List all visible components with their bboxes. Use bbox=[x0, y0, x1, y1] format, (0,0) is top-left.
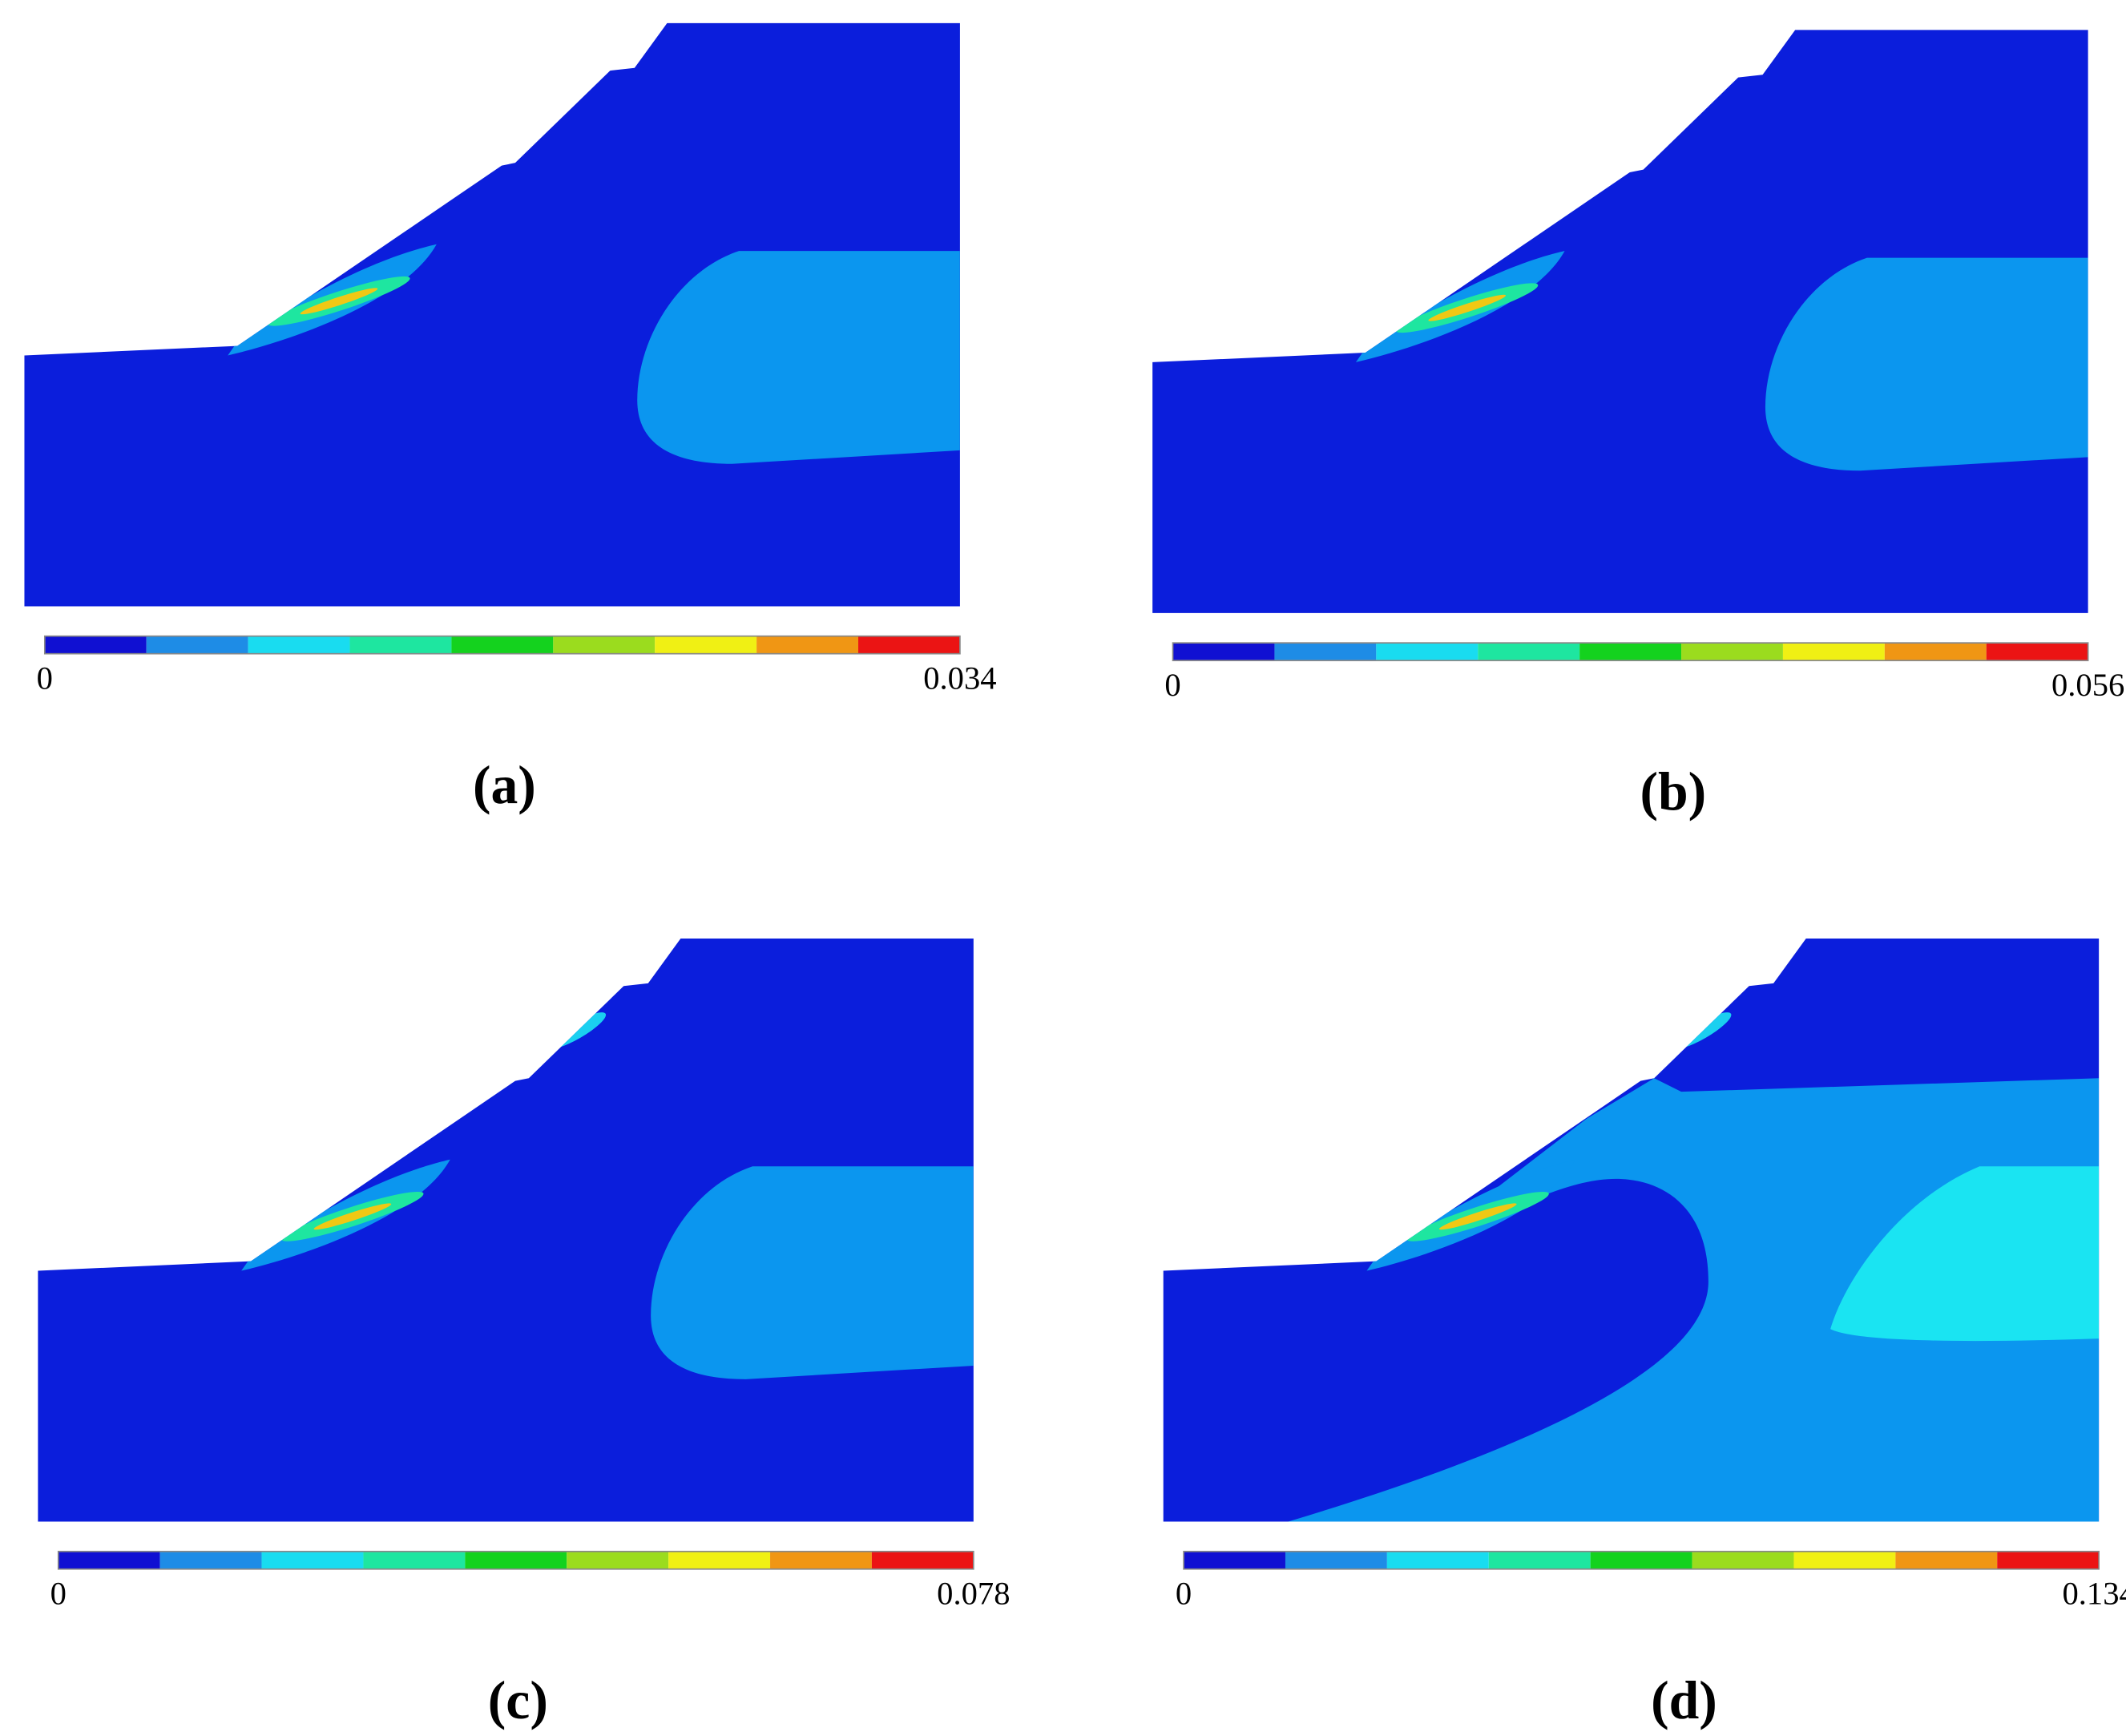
shear-band-peak bbox=[300, 288, 378, 315]
colorbar-frame bbox=[1172, 642, 2089, 661]
colorbar-max: 0.034 bbox=[923, 660, 996, 696]
colorbar-segment bbox=[655, 636, 757, 654]
colorbar-segment bbox=[1681, 643, 1783, 661]
colorbar-segment bbox=[770, 1551, 872, 1569]
colorbar-segment bbox=[871, 1551, 974, 1569]
contours bbox=[1355, 251, 2088, 471]
strain-zone bbox=[1830, 1166, 2100, 1342]
colorbar-min: 0 bbox=[37, 660, 53, 696]
colorbar-segment bbox=[1986, 643, 2088, 661]
colorbar-segment bbox=[858, 636, 960, 654]
panel: 0 0.078 (c) bbox=[38, 938, 1011, 1730]
shear-band-peak bbox=[1438, 1203, 1517, 1230]
colorbar-segment bbox=[1172, 643, 1275, 661]
colorbar-segment bbox=[1884, 643, 1987, 661]
panel-label: (d) bbox=[1651, 1670, 1717, 1730]
colorbar-segment bbox=[1793, 1551, 1896, 1569]
colorbar-segment bbox=[248, 636, 350, 654]
strain-zone bbox=[637, 251, 960, 464]
colorbar-segment bbox=[1285, 1551, 1387, 1569]
colorbar-segment bbox=[1579, 643, 1682, 661]
colorbar-min: 0 bbox=[1164, 667, 1180, 703]
colorbar-segment bbox=[363, 1551, 466, 1569]
panel: 0 0.056 (b) bbox=[1152, 30, 2124, 822]
colorbar-segment bbox=[146, 636, 248, 654]
colorbar-min: 0 bbox=[50, 1576, 67, 1612]
colorbar-max: 0.056 bbox=[2051, 667, 2124, 703]
colorbar-segment bbox=[1184, 1551, 1285, 1569]
strain-zone bbox=[651, 1166, 974, 1379]
panel: 0 0.134 (d) bbox=[1163, 938, 2126, 1730]
contours bbox=[228, 244, 960, 464]
shear-band-peak bbox=[313, 1203, 392, 1230]
colorbar-segment bbox=[756, 636, 859, 654]
colorbar-segment bbox=[1782, 643, 1885, 661]
colorbar-segment bbox=[58, 1551, 160, 1569]
colorbar-segment bbox=[553, 636, 656, 654]
colorbar-segment bbox=[668, 1551, 771, 1569]
colorbar-segment bbox=[1590, 1551, 1692, 1569]
colorbar-segment bbox=[1386, 1551, 1489, 1569]
strain-zone bbox=[1765, 257, 2088, 471]
colorbar-max: 0.078 bbox=[937, 1576, 1010, 1612]
colorbar-frame bbox=[57, 1550, 974, 1570]
colorbar-min: 0 bbox=[1176, 1576, 1192, 1612]
colorbar-segment bbox=[159, 1551, 262, 1569]
strain-zone bbox=[1288, 1078, 2100, 1522]
colorbar-frame bbox=[1183, 1550, 2100, 1570]
panel: 0 0.034 (a) bbox=[24, 22, 997, 815]
panel-label: (a) bbox=[473, 755, 536, 815]
colorbar-segment bbox=[349, 636, 452, 654]
colorbar-segment bbox=[1376, 643, 1479, 661]
colorbar-segment bbox=[1488, 1551, 1591, 1569]
panel-label: (c) bbox=[488, 1670, 548, 1730]
colorbar-segment bbox=[1997, 1551, 2100, 1569]
colorbar-segment bbox=[44, 636, 147, 654]
colorbar-segment bbox=[465, 1551, 567, 1569]
shear-band-peak bbox=[1428, 294, 1507, 321]
colorbar-segment bbox=[451, 636, 554, 654]
colorbar-segment bbox=[261, 1551, 364, 1569]
panel-label: (b) bbox=[1640, 761, 1707, 822]
colorbar-frame bbox=[43, 635, 961, 655]
colorbar-segment bbox=[1274, 643, 1377, 661]
contours bbox=[1288, 1012, 2100, 1522]
colorbar-segment bbox=[567, 1551, 669, 1569]
colorbar-segment bbox=[1692, 1551, 1794, 1569]
colorbar-max: 0.134 bbox=[2062, 1576, 2126, 1612]
colorbar-segment bbox=[1478, 643, 1580, 661]
colorbar-segment bbox=[1895, 1551, 1998, 1569]
